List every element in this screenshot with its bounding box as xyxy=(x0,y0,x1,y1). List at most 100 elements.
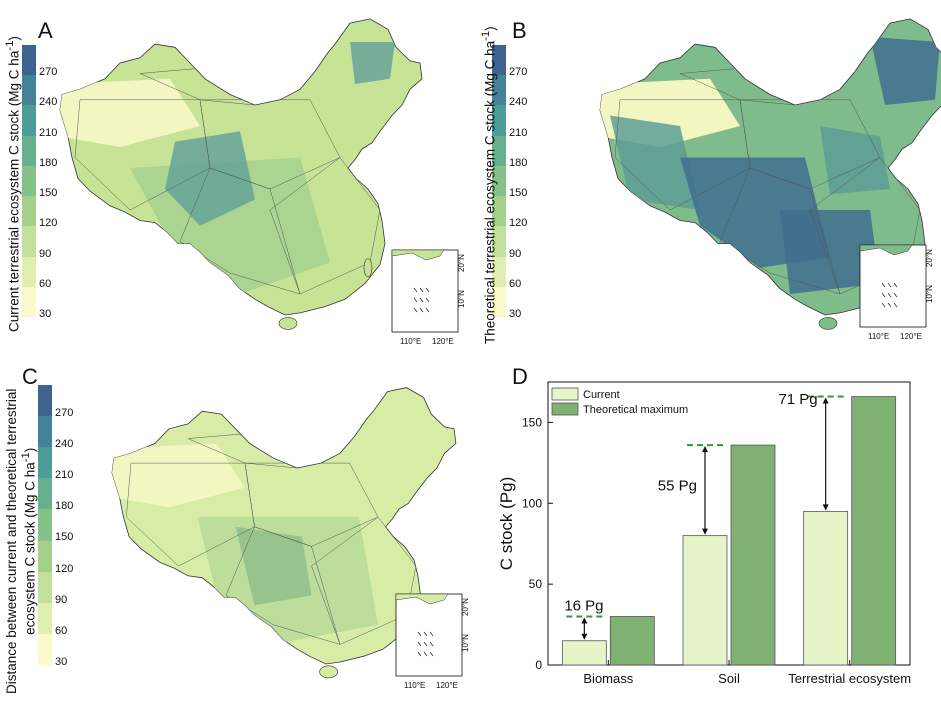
carbon-patch-high xyxy=(235,526,312,606)
colorbar-tick-label: 150 xyxy=(509,187,528,200)
china-map-a: 110°E 120°E 20°N 10°N xyxy=(59,18,466,346)
colorbar-segment xyxy=(492,45,506,76)
colorbar-tick-label: 90 xyxy=(55,593,68,606)
colorbar-segment xyxy=(22,75,36,106)
china-map-b: 110°E 120°E 20°N 10°N xyxy=(599,18,941,341)
province-boundary xyxy=(74,99,211,211)
panel-c: C Distance between current and theoretic… xyxy=(0,360,470,703)
bar-chart: 0 50 100 150 C stock (Pg) Biomass 16 Pg Soil 55 … xyxy=(497,381,911,686)
inset-y-tick: 10°N xyxy=(457,290,466,308)
bar-current-terrestrial-ecosystem xyxy=(803,510,849,666)
taiwan-island xyxy=(363,258,373,278)
province-boundary xyxy=(225,526,341,645)
colorbar-tick-label: 30 xyxy=(509,307,522,320)
inset-y-tick: 20°N xyxy=(461,598,470,616)
bar-current-biomass xyxy=(561,640,607,666)
legend-swatch xyxy=(551,402,579,416)
colorbar-segment xyxy=(38,571,52,604)
x-tick-label: Biomass xyxy=(583,671,633,686)
colorbar-segment xyxy=(38,602,52,635)
colorbar-segment xyxy=(38,633,52,666)
colorbar-segment xyxy=(22,135,36,167)
colorbar-segment xyxy=(492,105,506,137)
desert-region xyxy=(60,78,200,147)
colorbar-segment xyxy=(492,226,506,258)
panel-label-a: A xyxy=(38,18,53,43)
colorbar-tick-label: 150 xyxy=(39,187,58,200)
inset-y-tick: 10°N xyxy=(925,285,934,303)
colorbar-tick-label: 240 xyxy=(509,96,528,109)
gap-arrow-head-top xyxy=(822,397,829,404)
colorbar-tick-label: 120 xyxy=(39,217,58,230)
hainan-island xyxy=(319,665,338,679)
colorbar-tick-label: 210 xyxy=(55,469,74,482)
x-tick-label: Soil xyxy=(718,671,740,686)
panel-b: B Theoretical terrestrial ecosystem C st… xyxy=(470,0,941,350)
colorbar-tick-label: 210 xyxy=(509,126,528,139)
colorbar-segment xyxy=(22,45,36,76)
colorbar-tick-label: 210 xyxy=(39,126,58,139)
hainan-island xyxy=(278,317,298,330)
bar-current-soil xyxy=(682,535,728,666)
gap-arrow-head-bottom xyxy=(822,504,829,511)
gap-annotation: 55 Pg xyxy=(658,477,697,494)
carbon-patch-high xyxy=(780,210,880,294)
colorbar-segment xyxy=(492,165,506,197)
south-china-sea-inset: 110°E 120°E 20°N 10°N xyxy=(391,249,466,346)
colorbar-segment xyxy=(38,385,52,417)
legend-label: Theoretical maximum xyxy=(583,404,688,416)
carbon-patch-mid xyxy=(610,115,700,210)
inset-x-tick: 120°E xyxy=(436,681,458,690)
x-tick-label: Terrestrial ecosystem xyxy=(788,671,911,686)
colorbar-tick-label: 60 xyxy=(39,277,52,290)
china-map-shape xyxy=(59,18,423,330)
colorbar-tick-label: 30 xyxy=(55,655,68,668)
colorbar-tick-label: 120 xyxy=(55,562,74,575)
colorbar-a xyxy=(22,45,36,318)
inset-y-tick: 10°N xyxy=(461,634,470,652)
legend-label: Current xyxy=(583,389,620,401)
gap-arrow-head-top xyxy=(702,446,708,453)
colorbar-segment xyxy=(22,196,36,227)
inset-x-tick: 110°E xyxy=(868,332,889,341)
colorbar-b xyxy=(492,45,506,318)
colorbar-tick-label: 90 xyxy=(509,247,522,260)
colorbar-tick-label: 180 xyxy=(39,156,58,169)
desert-region xyxy=(112,443,245,508)
colorbar-segment xyxy=(22,286,36,318)
province-boundary xyxy=(269,157,381,295)
colorbar-segment xyxy=(22,105,36,137)
south-china-sea-inset: 110°E 120°E 20°N 10°N xyxy=(395,593,470,690)
panel-label-d: D xyxy=(512,364,528,389)
inset-y-tick: 20°N xyxy=(457,254,466,272)
colorbar-tick-label: 270 xyxy=(509,66,528,79)
gap-annotation: 71 Pg xyxy=(778,391,817,408)
colorbar-tick-label: 180 xyxy=(55,500,74,513)
gap-arrow-head-top xyxy=(581,617,588,624)
colorbar-tick-label: 150 xyxy=(55,531,74,544)
province-boundary xyxy=(179,167,301,295)
colorbar-c xyxy=(38,385,52,666)
bar-theoretical-soil xyxy=(730,444,776,666)
legend-swatch xyxy=(551,387,579,401)
inset-x-tick: 110°E xyxy=(404,681,425,690)
colorbar-segment xyxy=(492,75,506,106)
colorbar-segment xyxy=(22,256,36,288)
gap-arrow-head-bottom xyxy=(581,633,588,640)
y-tick-label: 100 xyxy=(522,496,542,510)
inset-x-tick: 120°E xyxy=(432,337,454,346)
colorbar-segment xyxy=(492,286,506,318)
carbon-patch-high xyxy=(165,131,255,226)
colorbar-segment xyxy=(38,447,52,479)
colorbar-segment xyxy=(38,416,52,448)
colorbar-segment xyxy=(492,196,506,227)
inset-y-tick: 20°N xyxy=(925,249,934,267)
colorbar-segment xyxy=(492,135,506,167)
colorbar-tick-label: 180 xyxy=(509,156,528,169)
y-tick-label: 0 xyxy=(535,658,542,672)
carbon-patch-high xyxy=(350,42,395,84)
colorbar-tick-label: 240 xyxy=(39,96,58,109)
china-map-shape xyxy=(599,18,941,330)
bar-theoretical-biomass xyxy=(609,616,655,666)
carbon-patch-high xyxy=(870,36,940,105)
